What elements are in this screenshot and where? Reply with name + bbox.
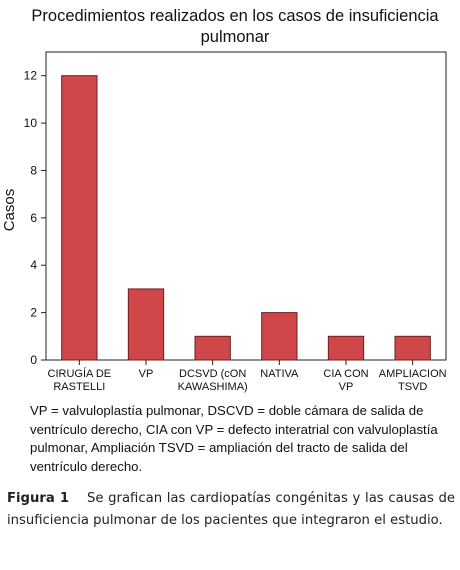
x-tick-label: AMPLIACION (379, 368, 447, 380)
x-tick-label: NATIVA (260, 368, 299, 380)
x-tick-label: TSVD (398, 381, 427, 393)
bar (194, 335, 231, 361)
bar (127, 288, 165, 361)
x-tick-label: VP (339, 381, 354, 393)
figure-label: Figura 1 (7, 491, 70, 506)
y-tick-label: 12 (24, 69, 38, 83)
abbreviation-note: VP = valvuloplastía pulmonar, DSCVD = do… (30, 403, 438, 474)
chart-panel: Procedimientos realizados en los casos d… (1, 7, 447, 474)
y-tick-label: 2 (30, 306, 37, 320)
chart-title: Procedimientos realizados en los casos d… (31, 7, 439, 46)
x-tick-label: CIA CON (323, 368, 368, 380)
x-tick-label: CIRUGÍA DE (48, 367, 112, 380)
caption-text: Se grafican las cardiopatías congénitas … (7, 491, 455, 528)
y-tick-label: 10 (24, 116, 38, 130)
y-tick-label: 4 (30, 258, 37, 272)
bar (61, 75, 98, 361)
x-tick-label: VP (139, 368, 154, 380)
plot-area (45, 51, 447, 361)
figure-caption: Figura 1 Se grafican las cardiopatías con… (7, 488, 455, 532)
bar (394, 335, 431, 361)
x-tick-label: KAWASHIMA) (178, 381, 248, 393)
x-tick-label: DCSVD (cON (179, 368, 246, 380)
y-tick-label: 8 (30, 163, 37, 177)
y-tick-label: 0 (30, 353, 37, 367)
bar (327, 335, 365, 361)
bar (261, 312, 298, 361)
y-tick-label: 6 (30, 211, 37, 225)
x-tick-label: RASTELLI (53, 381, 105, 393)
